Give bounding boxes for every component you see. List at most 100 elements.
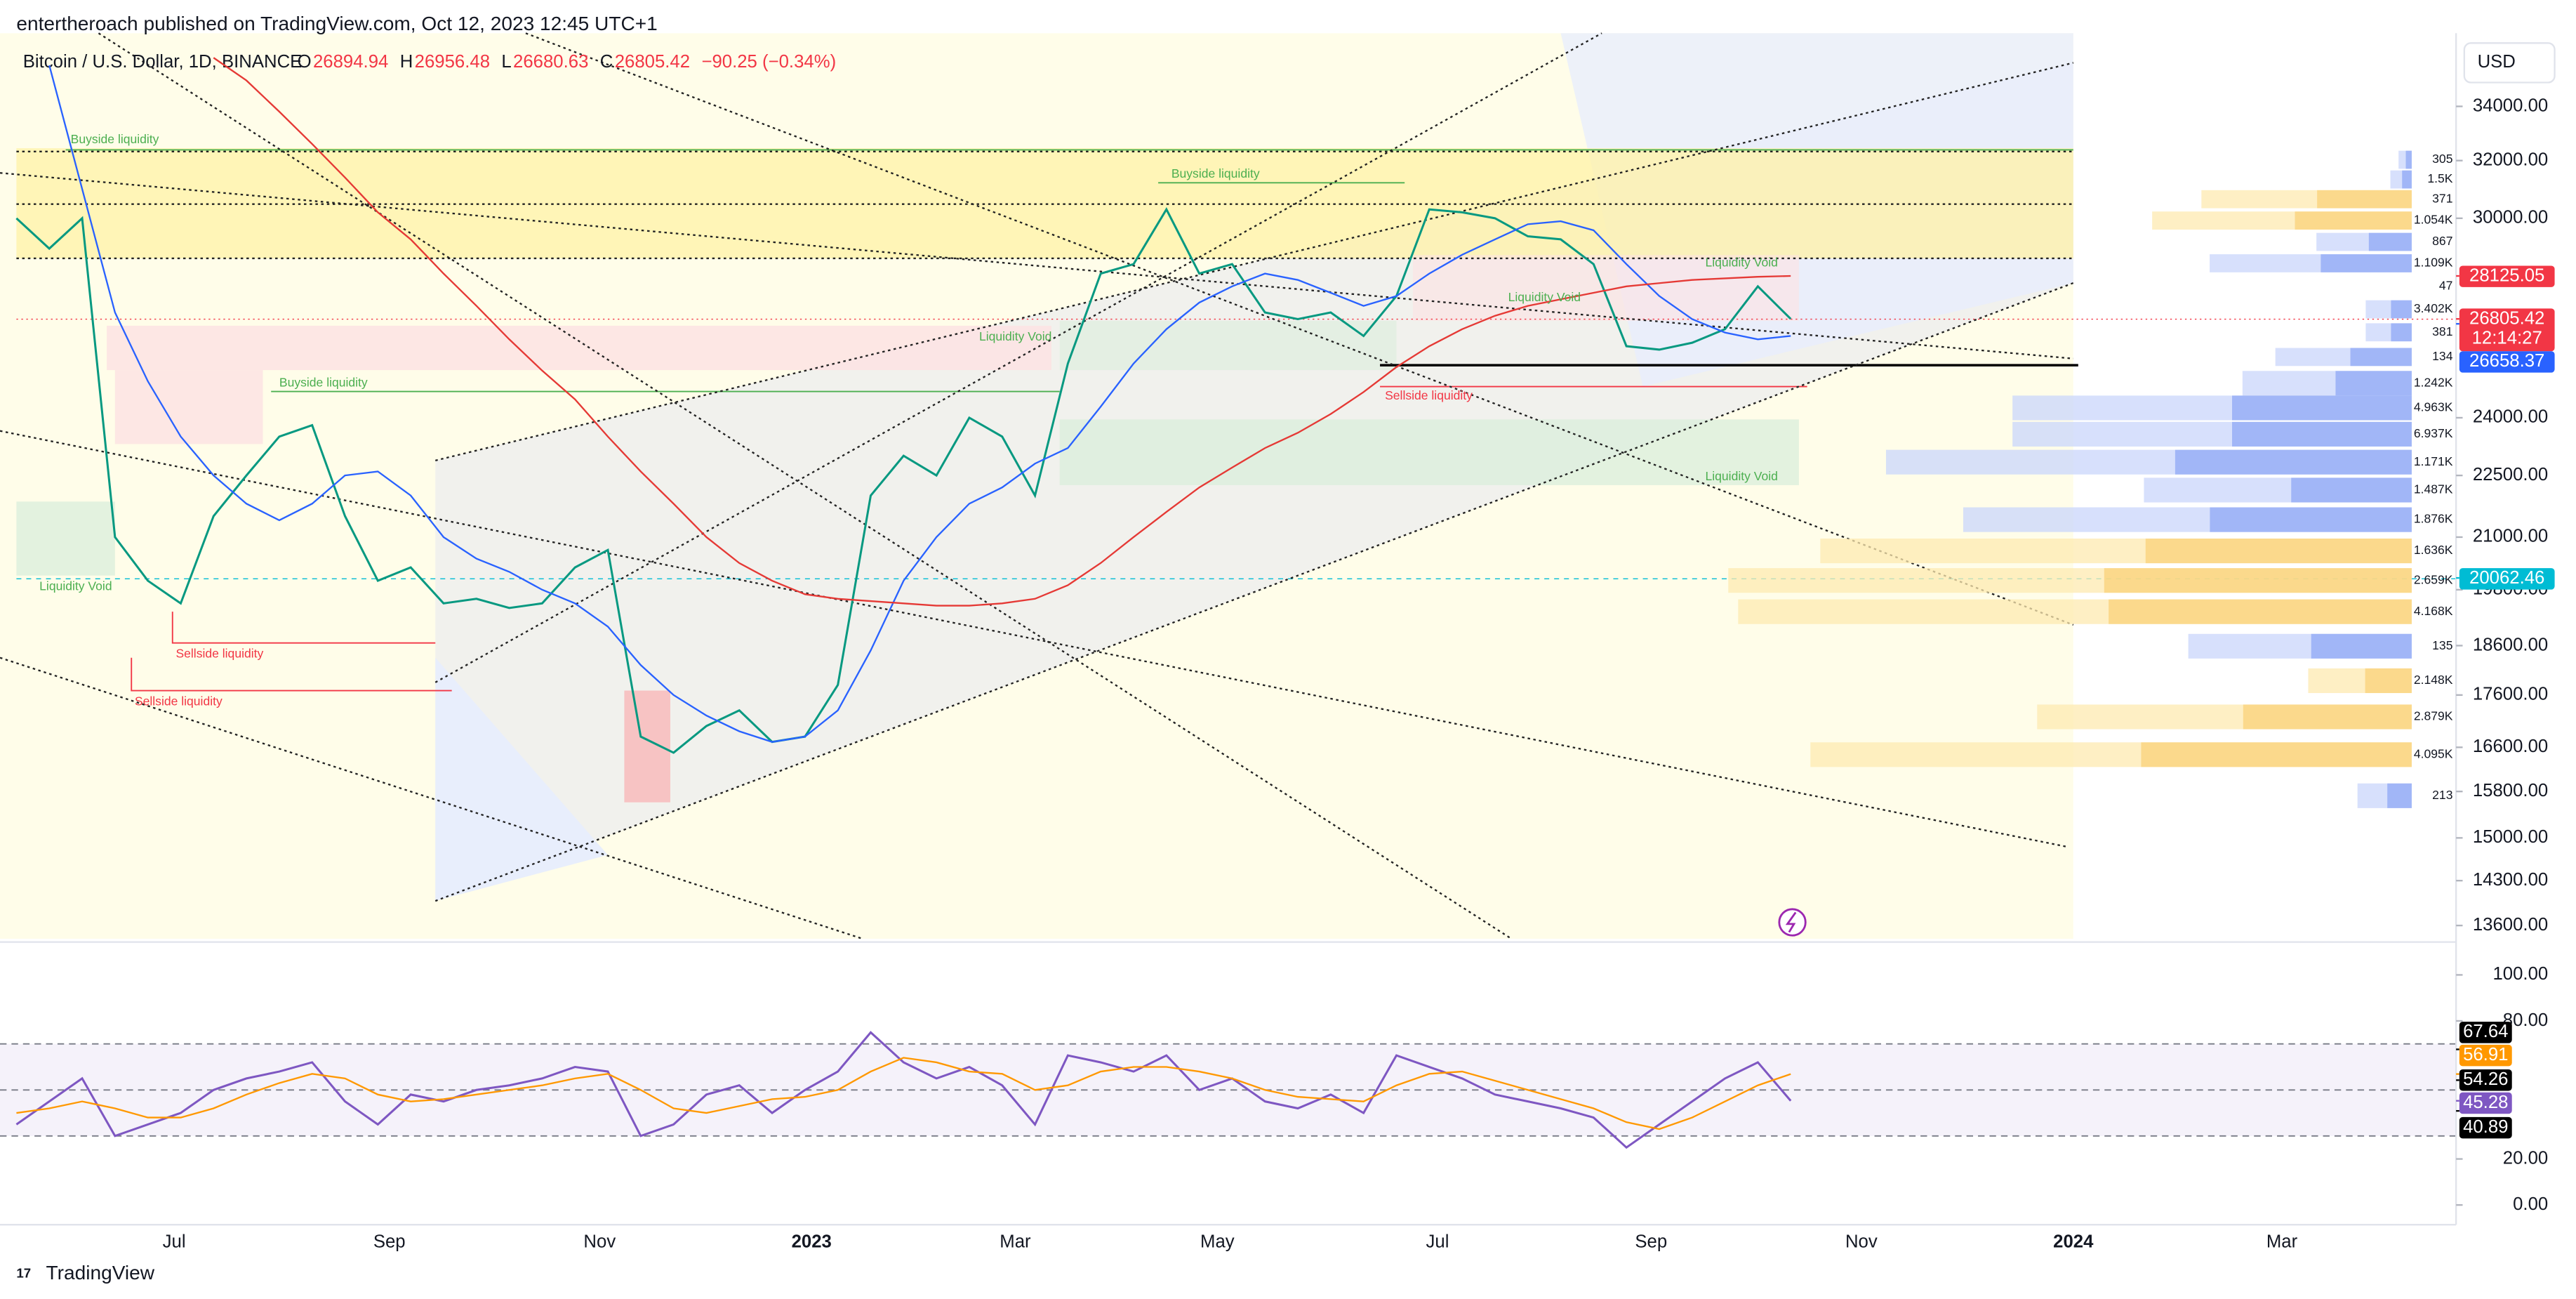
trendline <box>0 172 2073 360</box>
volume-label: 1.109K <box>2414 256 2453 270</box>
rsi-pane <box>0 941 2457 1137</box>
volume-bar <box>2391 300 2412 319</box>
volume-bar <box>2295 211 2412 230</box>
rsi-badge-text: 56.91 <box>2463 1045 2508 1064</box>
price-label-text: 26658.37 <box>2469 351 2544 371</box>
trendline <box>525 32 2074 626</box>
annotation: Sellside liquidity <box>1385 388 1473 402</box>
ohlc-key: L <box>501 52 511 72</box>
volume-label: 4.095K <box>2414 746 2453 760</box>
volume-label: 47 <box>2439 278 2453 292</box>
annotation: Sellside liquidity <box>175 647 263 661</box>
volume-label: 1.054K <box>2414 213 2453 227</box>
rsi-badge <box>2459 1044 2512 1067</box>
y-tick-label: 18600.00 <box>2473 635 2548 654</box>
countdown: 12:14:27 <box>2472 328 2542 348</box>
annotation: Sellside liquidity <box>135 694 223 708</box>
rsi-badge <box>2459 1069 2512 1091</box>
volume-label: 4.168K <box>2414 604 2453 618</box>
volume-label: 4.963K <box>2414 400 2453 414</box>
trendline <box>0 430 2067 848</box>
annotation: Liquidity Void <box>39 579 112 593</box>
volume-label: 1.171K <box>2414 454 2453 468</box>
ohlc-key: C <box>600 52 613 72</box>
volume-bar <box>2311 633 2412 659</box>
x-tick-label: 2024 <box>2053 1232 2094 1252</box>
y-tick-label: 24000.00 <box>2473 407 2548 427</box>
volume-bar <box>2232 421 2412 447</box>
data-line <box>15 207 1792 754</box>
x-tick-label: Mar <box>2266 1232 2298 1252</box>
ohlc: O 26894.94 H 26956.48 L 26680.63 C 26805.42 <box>298 52 690 72</box>
volume-label: 3.402K <box>2414 301 2453 315</box>
x-tick-label: May <box>1200 1232 1235 1252</box>
symbol: Bitcoin / U.S. Dollar, 1D, BINANCE <box>23 52 303 72</box>
x-tick-label: 2023 <box>792 1232 832 1252</box>
y-tick-label: 30000.00 <box>2473 208 2548 228</box>
volume-bar <box>2145 539 2412 564</box>
price-label <box>2459 568 2555 590</box>
volume-bar <box>2405 150 2412 169</box>
volume-label: 1.487K <box>2414 482 2453 496</box>
footer: TradingView <box>46 1262 155 1284</box>
volume-bar <box>2104 568 2412 593</box>
volume-label: 2.879K <box>2414 709 2453 723</box>
volume-label: 1.876K <box>2414 512 2453 526</box>
volume-bar <box>2335 371 2412 396</box>
currency: USD <box>2478 52 2516 72</box>
volume-bar <box>2402 170 2412 189</box>
annotation: Buyside liquidity <box>71 132 159 146</box>
x-tick-label: Jul <box>163 1232 186 1252</box>
rsi-badge <box>2459 1116 2512 1139</box>
x-tick-label: Jul <box>1426 1232 1449 1252</box>
price-label-text: 26805.42 <box>2469 308 2544 328</box>
volume-profile: 305 1.5K 371 1.054K 867 1.109K 47 3.402K 381 134 1… <box>1728 150 2453 808</box>
volume-label: 135 <box>2432 638 2453 652</box>
publisher: entertheroach published on TradingView.c… <box>16 13 657 34</box>
volume-bar <box>2387 783 2412 808</box>
annotation: Buyside liquidity <box>279 375 368 389</box>
volume-label: 6.937K <box>2414 426 2453 440</box>
rsi-badge-text: 67.64 <box>2463 1022 2508 1041</box>
currency-button[interactable] <box>2463 42 2556 84</box>
volume-label: 381 <box>2432 324 2452 338</box>
volume-label: 134 <box>2432 349 2453 363</box>
volume-label: 1.242K <box>2414 375 2453 389</box>
volume-label: 2.148K <box>2414 673 2453 687</box>
volume-bar <box>2321 254 2412 272</box>
volume-bar <box>2368 232 2412 251</box>
liquidity-line <box>131 657 452 692</box>
ohlc-value: 26956.48 <box>415 52 490 72</box>
ohlc-key: H <box>400 52 413 72</box>
zone <box>1059 419 1799 485</box>
liquidity-line <box>171 612 436 644</box>
volume-bar <box>2141 742 2412 767</box>
zone <box>114 370 263 444</box>
volume-bar <box>2291 477 2412 503</box>
event-icon[interactable] <box>1778 908 1807 937</box>
zone <box>1412 255 1799 321</box>
y-tick-label: 13600.00 <box>2473 915 2548 935</box>
x-tick-label: Sep <box>373 1232 406 1252</box>
y-tick-label: 15800.00 <box>2473 781 2548 800</box>
annotation: Buyside liquidity <box>1171 166 1260 180</box>
volume-label: 2.659K <box>2414 572 2453 586</box>
x-tick-label: Mar <box>1000 1232 1031 1252</box>
volume-bar <box>2365 668 2412 694</box>
annotation: Liquidity Void <box>979 329 1051 343</box>
x-tick-label: Nov <box>583 1232 616 1252</box>
ohlc-value: 26680.63 <box>513 52 588 72</box>
ohlc-value: 26805.42 <box>615 52 690 72</box>
zone <box>1059 320 1397 371</box>
trendline <box>434 282 2074 902</box>
zone <box>107 325 1051 371</box>
x-tick-label: Sep <box>1635 1232 1667 1252</box>
change: −90.25 (−0.34%) <box>701 52 836 72</box>
rsi-badge-text: 40.89 <box>2463 1117 2508 1137</box>
volume-label: 371 <box>2432 191 2452 205</box>
rsi-badge-text: 45.28 <box>2463 1093 2508 1112</box>
y-tick-label: 14300.00 <box>2473 870 2548 890</box>
zone <box>435 657 609 902</box>
zone <box>624 690 670 803</box>
